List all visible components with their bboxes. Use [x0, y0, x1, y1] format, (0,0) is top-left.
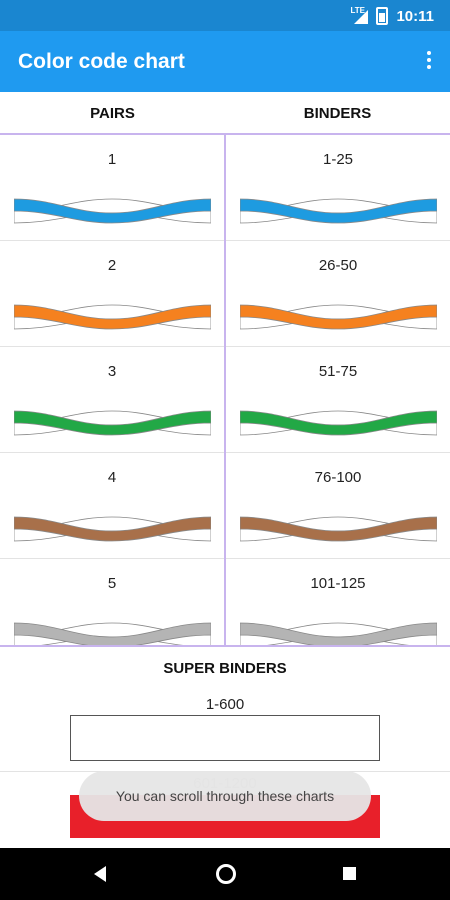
toast-message: You can scroll through these charts	[79, 771, 371, 821]
binders-column-header: BINDERS	[303, 104, 372, 122]
battery-icon	[376, 7, 389, 25]
twisted-pair-icon	[240, 410, 437, 436]
navigation-bar	[0, 848, 450, 900]
pair-label: 5	[107, 575, 117, 592]
signal-icon: LTE	[350, 6, 369, 24]
twisted-pair-icon	[14, 622, 211, 645]
binders-list[interactable]: 1-25 26-50 51-75 76-100 101-125	[226, 135, 450, 645]
binder-label: 1-25	[322, 151, 354, 168]
super-binder-swatch	[70, 715, 380, 761]
twisted-pair-icon	[240, 516, 437, 542]
home-icon[interactable]	[216, 864, 236, 884]
pair-label: 2	[107, 257, 117, 274]
more-vert-icon[interactable]	[426, 51, 432, 73]
pair-label: 1	[107, 151, 117, 168]
pair-item: 5	[0, 559, 224, 645]
twisted-pair-icon	[240, 622, 437, 645]
binder-item: 101-125	[226, 559, 450, 645]
super-binder-label: 1-600	[205, 696, 245, 713]
page-title: Color code chart	[18, 50, 185, 73]
pair-item: 2	[0, 241, 224, 347]
recents-icon[interactable]	[343, 867, 356, 880]
twisted-pair-icon	[14, 516, 211, 542]
binder-item: 1-25	[226, 135, 450, 241]
status-bar: LTE 10:11	[0, 0, 450, 31]
pairs-column-header: PAIRS	[90, 104, 135, 122]
binder-item: 26-50	[226, 241, 450, 347]
pair-label: 4	[107, 469, 117, 486]
twisted-pair-icon	[14, 410, 211, 436]
binder-label: 51-75	[318, 363, 358, 380]
binder-item: 51-75	[226, 347, 450, 453]
binder-label: 76-100	[314, 469, 362, 486]
column-divider	[224, 133, 226, 646]
pairs-list[interactable]: 1 2 3 4 5	[0, 135, 224, 645]
binder-label: 26-50	[318, 257, 358, 274]
binder-item: 76-100	[226, 453, 450, 559]
status-time: 10:11	[396, 7, 434, 25]
twisted-pair-icon	[14, 198, 211, 224]
section-divider	[0, 645, 450, 647]
super-binders-title: SUPER BINDERS	[163, 660, 287, 677]
pair-item: 1	[0, 135, 224, 241]
twisted-pair-icon	[14, 304, 211, 330]
back-icon[interactable]	[94, 866, 106, 882]
app-bar: Color code chart	[0, 31, 450, 92]
pair-label: 3	[107, 363, 117, 380]
twisted-pair-icon	[240, 304, 437, 330]
binder-label: 101-125	[310, 575, 366, 592]
twisted-pair-icon	[240, 198, 437, 224]
pair-item: 3	[0, 347, 224, 453]
pair-item: 4	[0, 453, 224, 559]
